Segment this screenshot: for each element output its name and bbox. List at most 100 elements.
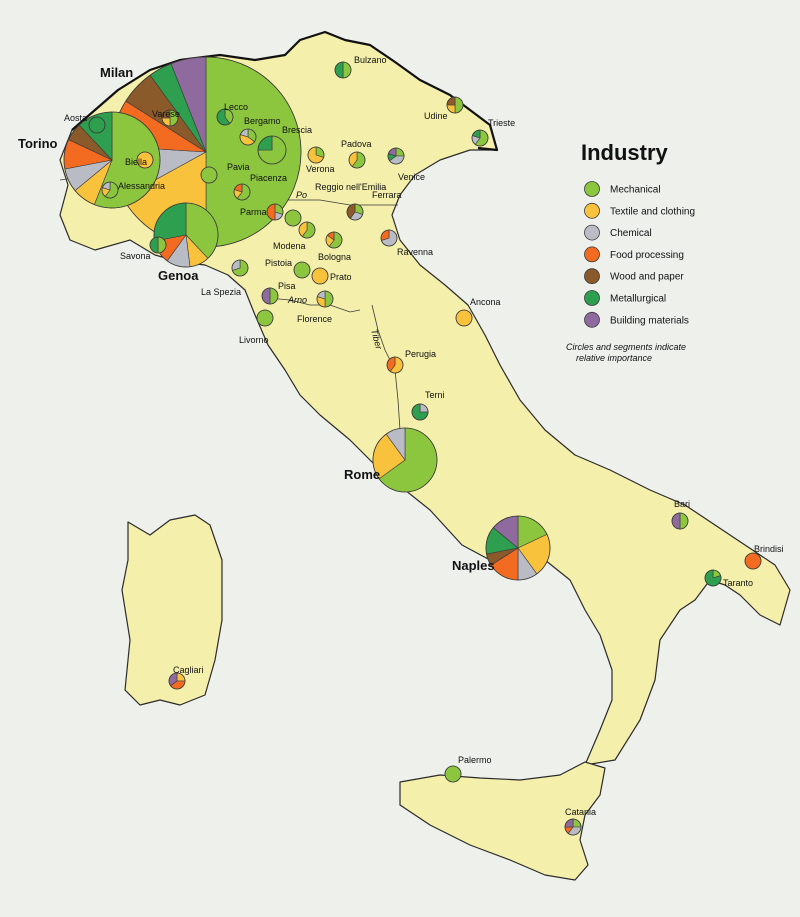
legend-item-wood: Wood and paper <box>584 268 684 285</box>
circle-outline <box>411 403 429 421</box>
city-labels: Milan Torino Genoa Rome Naples Bulzano Udine Tr… <box>18 55 784 817</box>
circle-outline <box>325 231 343 249</box>
river-arno-label: Arno <box>287 295 307 305</box>
circle-outline <box>348 151 366 169</box>
industry-circle-reggio-nell-emilia <box>284 209 302 227</box>
city-label-alessandria: Alessandria <box>118 181 165 191</box>
industry-circle-palermo <box>444 765 462 783</box>
industry-circle-brescia <box>257 135 287 165</box>
circle-outline <box>372 427 438 493</box>
circle-outline <box>266 203 284 221</box>
legend-swatch-building <box>584 311 600 328</box>
circle-outline <box>149 236 167 254</box>
city-label-pavia: Pavia <box>227 162 250 172</box>
circle-outline <box>88 116 106 134</box>
industry-circle-bergamo <box>239 128 257 146</box>
legend-label-metallurgical: Metallurgical <box>610 294 666 305</box>
industry-circle-livorno <box>256 309 274 327</box>
circle-outline <box>444 765 462 783</box>
city-label-bari: Bari <box>674 499 690 509</box>
circle-outline <box>446 96 464 114</box>
legend-item-textile: Textile and clothing <box>584 202 695 219</box>
city-label-udine: Udine <box>424 111 448 121</box>
legend-label-building: Building materials <box>610 315 689 326</box>
legend-note-line1: Circles and segments indicate <box>566 342 686 352</box>
city-label-milan: Milan <box>100 65 133 80</box>
legend-label-wood: Wood and paper <box>610 272 684 283</box>
industry-circle-la-spezia <box>231 259 249 277</box>
industry-circle-bulzano <box>334 61 352 79</box>
circle-outline <box>564 818 582 836</box>
circle-outline <box>261 287 279 305</box>
circle-outline <box>200 166 218 184</box>
industry-circle-trieste <box>471 129 489 147</box>
city-label-ancona: Ancona <box>470 297 501 307</box>
legend-swatch-textile <box>584 202 600 219</box>
industry-circle-ravenna <box>380 229 398 247</box>
industry-circle-udine <box>446 96 464 114</box>
circle-outline <box>455 309 473 327</box>
circle-outline <box>471 129 489 147</box>
industry-circle-ancona <box>455 309 473 327</box>
circle-outline <box>153 202 219 268</box>
industry-circle-bari <box>671 512 689 530</box>
legend-swatch-metallurgical <box>584 290 600 306</box>
industry-circle-piacenza <box>233 183 251 201</box>
city-label-aosta: Aosta <box>64 113 87 123</box>
industry-circle-brindisi <box>744 552 762 570</box>
industry-circle-bologna <box>325 231 343 249</box>
northern-border <box>71 30 499 152</box>
industry-circle-cagliari <box>168 672 186 690</box>
industry-circle-verona <box>307 146 325 164</box>
sicily <box>399 761 606 881</box>
legend-item-metallurgical: Metallurgical <box>584 290 666 306</box>
city-label-naples: Naples <box>452 558 495 573</box>
legend-title: Industry <box>581 140 669 165</box>
city-label-pistoia: Pistoia <box>265 258 292 268</box>
industry-circle-parma <box>266 203 284 221</box>
circle-outline <box>101 181 119 199</box>
circle-outline <box>216 108 234 126</box>
city-label-ravenna: Ravenna <box>397 247 433 257</box>
city-label-venice: Venice <box>398 172 425 182</box>
legend-item-building: Building materials <box>584 311 689 328</box>
city-label-cagliari: Cagliari <box>173 665 204 675</box>
city-label-trieste: Trieste <box>488 118 515 128</box>
legend: Industry Mechanical Textile and clothing C… <box>566 140 695 363</box>
city-label-genoa: Genoa <box>158 268 199 283</box>
city-label-brindisi: Brindisi <box>754 544 784 554</box>
industry-circle-savona <box>149 236 167 254</box>
circle-outline <box>346 203 364 221</box>
legend-item-chemical: Chemical <box>584 224 652 241</box>
industry-circle-lecco <box>216 108 234 126</box>
city-label-bergamo: Bergamo <box>244 116 281 126</box>
industry-circle-taranto <box>704 569 722 587</box>
circle-outline <box>239 128 257 146</box>
industry-circle-perugia <box>386 356 404 374</box>
city-label-perugia: Perugia <box>405 349 436 359</box>
industry-circle-alessandria <box>101 181 119 199</box>
circle-outline <box>744 552 762 570</box>
legend-label-mechanical: Mechanical <box>610 185 661 196</box>
legend-swatch-food <box>584 246 600 263</box>
legend-label-textile: Textile and clothing <box>610 206 695 217</box>
city-label-la-spezia: La Spezia <box>201 287 241 297</box>
industry-circle-pavia <box>200 166 218 184</box>
industry-circle-padova <box>348 151 366 169</box>
city-label-brescia: Brescia <box>282 125 312 135</box>
circle-outline <box>231 259 249 277</box>
city-label-ferrara: Ferrara <box>372 190 402 200</box>
circle-outline <box>257 135 287 165</box>
legend-label-food: Food processing <box>610 250 684 261</box>
circle-outline <box>386 356 404 374</box>
industry-circles <box>63 56 762 836</box>
legend-item-food: Food processing <box>584 246 684 263</box>
industry-circle-rome <box>372 427 438 493</box>
industry-circle-ferrara <box>346 203 364 221</box>
legend-label-chemical: Chemical <box>610 228 652 239</box>
legend-item-mechanical: Mechanical <box>584 181 661 197</box>
city-label-modena: Modena <box>273 241 306 251</box>
industry-circle-aosta <box>88 116 106 134</box>
city-label-rome: Rome <box>344 467 380 482</box>
